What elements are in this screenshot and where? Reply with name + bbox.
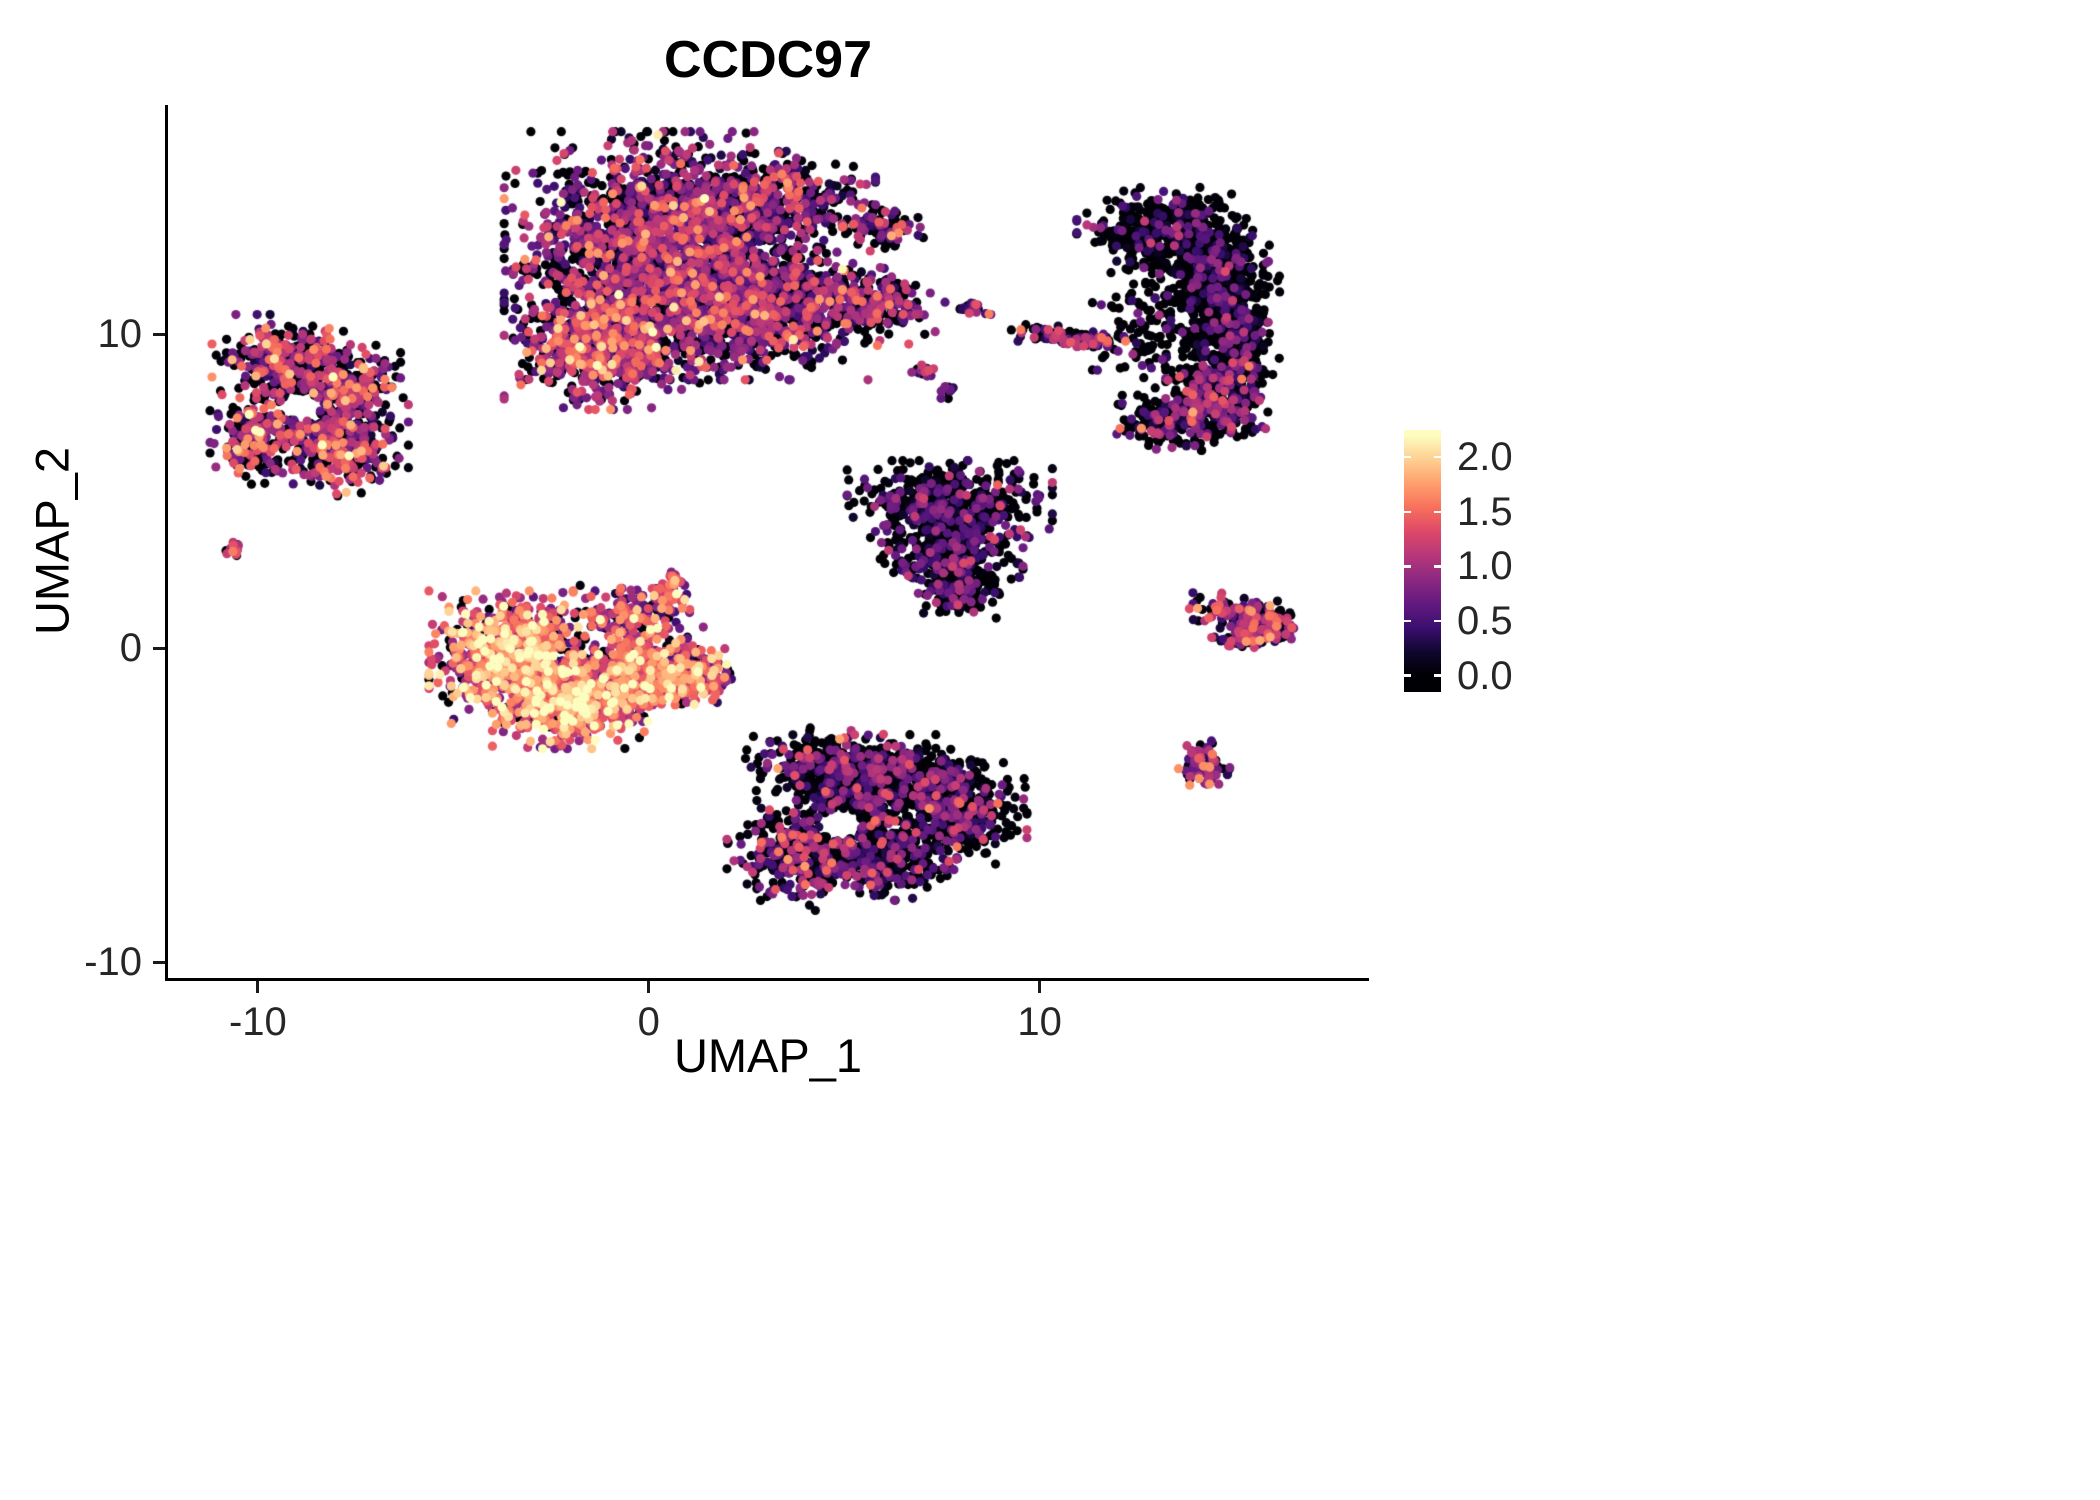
x-tick-mark <box>256 981 260 993</box>
colorbar-tick-label: 1.0 <box>1457 544 1513 589</box>
colorbar-tick-mark <box>1434 565 1441 568</box>
x-axis-title: UMAP_1 <box>673 1029 863 1082</box>
y-tick-mark <box>153 332 165 336</box>
x-tick-mark <box>1038 981 1042 993</box>
x-axis-line <box>165 978 1369 981</box>
colorbar-tick-mark <box>1404 565 1411 568</box>
x-tick-label: 10 <box>1017 1000 1062 1044</box>
y-axis-title-text: UMAP_2 <box>25 446 79 636</box>
chart-title: CCDC97 <box>663 31 873 89</box>
scatter-canvas <box>168 105 1368 978</box>
colorbar-tick-label: 0.5 <box>1457 599 1513 644</box>
y-tick-label: 10 <box>97 312 143 357</box>
colorbar-tick-mark <box>1404 456 1411 459</box>
colorbar-tick-mark <box>1434 456 1441 459</box>
colorbar-tick-mark <box>1404 674 1411 677</box>
colorbar-tick-label: 0.0 <box>1457 653 1513 698</box>
y-tick-label: 0 <box>119 626 142 671</box>
colorbar-gradient <box>1404 430 1441 692</box>
colorbar-tick-mark <box>1404 510 1411 514</box>
y-tick-label: -10 <box>84 940 142 985</box>
x-tick-mark <box>647 981 651 993</box>
y-axis-line <box>165 105 168 981</box>
colorbar-tick-mark <box>1434 510 1441 514</box>
x-tick-label: 0 <box>637 1000 660 1044</box>
colorbar-tick-mark <box>1434 674 1441 677</box>
y-tick-mark <box>153 960 165 964</box>
y-tick-mark <box>153 646 165 650</box>
colorbar-tick-label: 1.5 <box>1457 489 1513 534</box>
colorbar-tick-label: 2.0 <box>1457 435 1513 480</box>
x-tick-label: -10 <box>228 1000 287 1044</box>
colorbar-tick-mark <box>1404 619 1411 623</box>
colorbar-tick-mark <box>1434 619 1441 623</box>
